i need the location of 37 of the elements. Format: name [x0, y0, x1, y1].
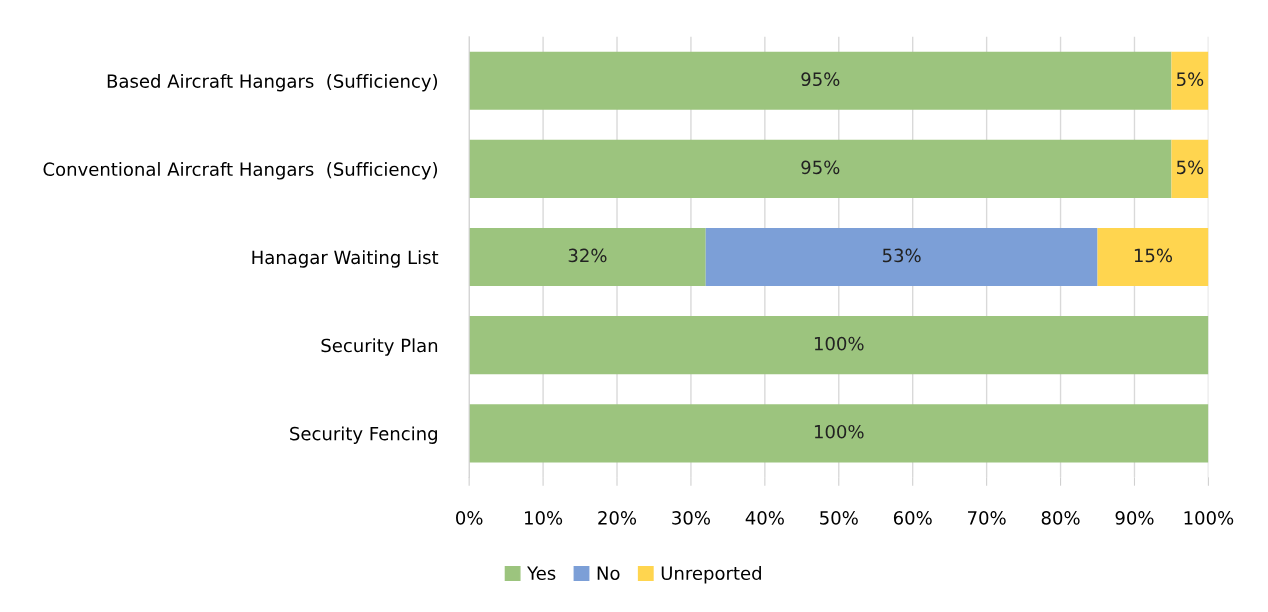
legend-label: Unreported	[661, 566, 761, 584]
data-label: 53%	[882, 248, 921, 263]
y-tick-label: Security Plan	[321, 338, 438, 356]
bar	[705, 227, 1098, 287]
x-tick-label: 40%	[745, 511, 784, 525]
x-tick-label: 80%	[1041, 511, 1080, 525]
x-tick-label: 70%	[968, 511, 1006, 525]
x-tick-label: 20%	[598, 511, 637, 525]
x-tick-label: 0%	[456, 511, 483, 525]
data-label: 95%	[801, 160, 840, 175]
bar	[1171, 51, 1209, 110]
bar	[469, 139, 1172, 198]
bar	[469, 227, 706, 287]
bar	[469, 316, 1209, 375]
bar	[469, 51, 1172, 110]
data-label: 100%	[814, 336, 864, 351]
data-label: 32%	[568, 248, 607, 263]
y-tick-label: Based Aircraft Hangars (Sufficiency)	[107, 73, 438, 92]
x-tick-label: 90%	[1115, 511, 1154, 525]
x-tick-label: 50%	[820, 511, 858, 525]
y-tick-label: Hanagar Waiting List	[252, 250, 439, 268]
bar	[1097, 227, 1209, 287]
x-tick-label: 30%	[672, 511, 710, 525]
data-label: 5%	[1176, 72, 1204, 87]
x-tick-label: 60%	[893, 511, 932, 525]
bar	[469, 404, 1209, 463]
data-label: 5%	[1176, 160, 1204, 175]
legend-label: No	[597, 566, 620, 581]
bar	[1171, 139, 1209, 198]
data-label: 100%	[814, 424, 864, 439]
x-tick-label: 10%	[525, 511, 563, 525]
y-tick-label: Conventional Aircraft Hangars (Sufficiency)	[43, 162, 438, 180]
data-label: 95%	[801, 72, 840, 87]
legend-label: Yes	[527, 566, 556, 581]
x-tick-label: 100%	[1184, 511, 1234, 525]
data-label: 15%	[1134, 248, 1173, 263]
y-tick-label: Security Fencing	[290, 426, 437, 444]
